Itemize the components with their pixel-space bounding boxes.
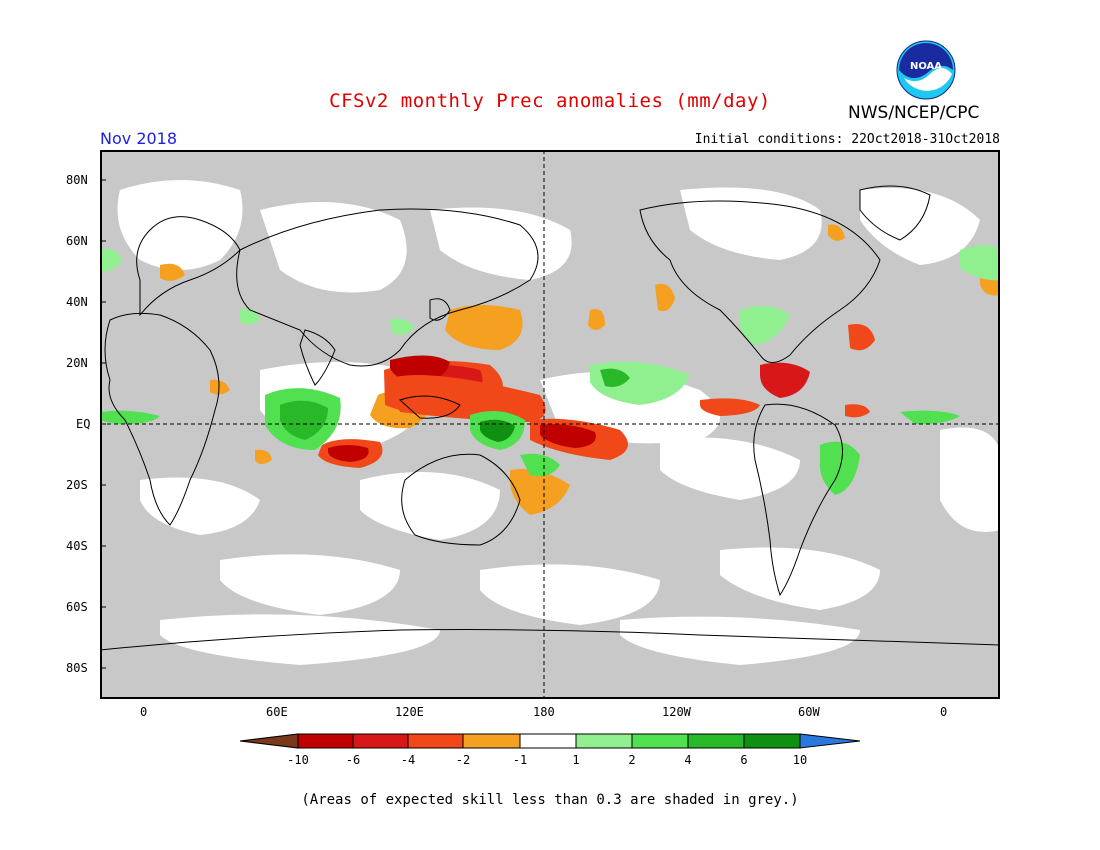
lat-label-40s: 40S: [66, 539, 88, 553]
lon-label-180: 180: [533, 705, 555, 719]
colorbar-label-10: 10: [793, 753, 807, 767]
lat-label-80s: 80S: [66, 661, 88, 675]
lat-label-eq: EQ: [76, 417, 91, 431]
colorbar-low-arrow: [240, 733, 299, 749]
colorbar-label-6: 6: [740, 753, 747, 767]
logo-lettering: NOAA: [910, 61, 942, 72]
colorbar-bin-1: [297, 733, 354, 749]
anomaly-map: [100, 150, 1000, 699]
lat-label-20n: 20N: [66, 356, 88, 370]
lat-ticks: [100, 179, 106, 669]
wet-anomalies: [100, 245, 1000, 495]
lon-label-120w: 120W: [662, 705, 691, 719]
skill-note: (Areas of expected skill less than 0.3 a…: [301, 792, 799, 808]
colorbar-label-n1: -1: [513, 753, 527, 767]
lon-label-0-east: 0: [940, 705, 948, 719]
lon-label-120e: 120E: [395, 705, 424, 719]
lon-label-0-west: 0: [140, 705, 148, 719]
colorbar-bin-3: [407, 733, 464, 749]
lat-label-20s: 20S: [66, 478, 88, 492]
month-label: Nov 2018: [100, 129, 178, 148]
noaa-logo: NOAA: [896, 40, 956, 100]
colorbar-label-2: 2: [628, 753, 635, 767]
dry-anomalies: [160, 224, 1000, 515]
colorbar-label-n4: -4: [401, 753, 415, 767]
lon-label-60w: 60W: [798, 705, 820, 719]
lat-label-40n: 40N: [66, 295, 88, 309]
colorbar-bin-5: [519, 733, 577, 749]
colorbar-label-1: 1: [572, 753, 579, 767]
colorbar-label-n6: -6: [346, 753, 360, 767]
colorbar-high-arrow: [799, 733, 861, 749]
org-label: NWS/NCEP/CPC: [848, 103, 980, 123]
colorbar-label-4: 4: [684, 753, 691, 767]
colorbar-bin-7: [631, 733, 689, 749]
colorbar-bin-4: [462, 733, 521, 749]
lat-label-60s: 60S: [66, 600, 88, 614]
colorbar: -10 -6 -4 -2 -1 1 2 4 6 10: [240, 733, 861, 767]
lat-label-60n: 60N: [66, 234, 88, 248]
lon-label-60e: 60E: [266, 705, 288, 719]
initial-conditions: Initial conditions: 22Oct2018-31Oct2018: [694, 132, 1000, 147]
colorbar-label-n2: -2: [456, 753, 470, 767]
colorbar-bin-8: [687, 733, 745, 749]
colorbar-bin-2: [352, 733, 409, 749]
lat-label-80n: 80N: [66, 173, 88, 187]
colorbar-label-n10: -10: [287, 753, 309, 767]
coastlines: [100, 185, 1000, 651]
colorbar-bin-9: [743, 733, 801, 749]
colorbar-bin-6: [575, 733, 633, 749]
map-title: CFSv2 monthly Prec anomalies (mm/day): [329, 90, 771, 112]
